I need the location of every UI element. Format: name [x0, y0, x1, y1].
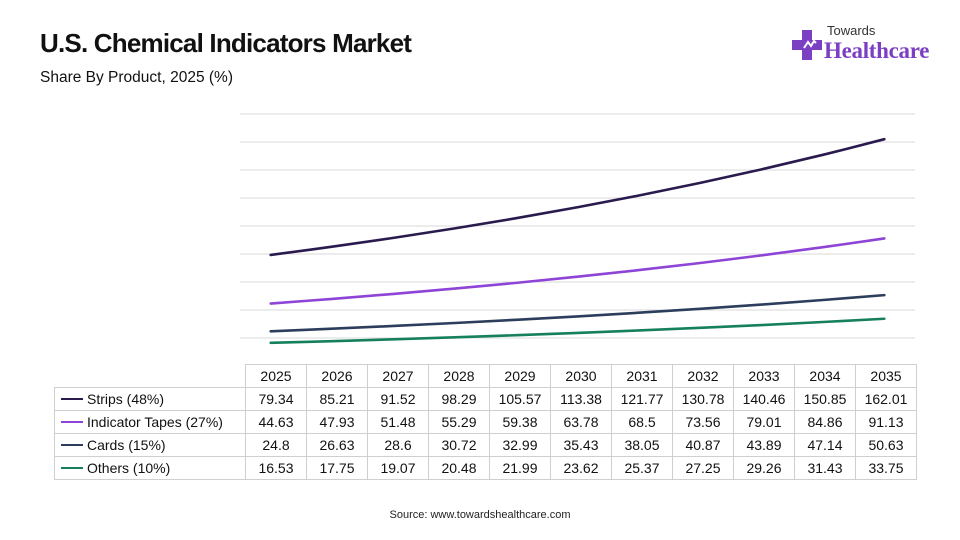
x-tick-label: 2027 [367, 364, 429, 388]
data-label: 68.5 [611, 410, 673, 434]
x-tick-label: 2031 [611, 364, 673, 388]
data-label: 47.14 [794, 433, 856, 457]
data-label: 26.63 [306, 433, 368, 457]
data-label: 130.78 [672, 387, 734, 411]
data-label: 47.93 [306, 410, 368, 434]
medical-cross-icon [792, 30, 822, 60]
x-tick-label: 2029 [489, 364, 551, 388]
table-corner [55, 365, 246, 388]
logo-line2: Healthcare [824, 38, 930, 63]
series-line-2 [269, 293, 886, 333]
data-label: 28.6 [367, 433, 429, 457]
data-table: 2025 2026 2027 2028 2029 2030 2031 2032 2033 2034… [54, 364, 917, 480]
data-label: 24.8 [245, 433, 307, 457]
data-label: 91.52 [367, 387, 429, 411]
legend-entry: Indicator Tapes (27%) [54, 410, 246, 434]
data-label: 140.46 [733, 387, 795, 411]
data-label: 79.01 [733, 410, 795, 434]
data-label: 150.85 [794, 387, 856, 411]
legend-entry: Others (10%) [54, 456, 246, 480]
table-row: Indicator Tapes (27%) 44.63 47.93 51.48 55.2… [54, 410, 917, 434]
legend-swatch [61, 444, 83, 447]
data-label: 98.29 [428, 387, 490, 411]
data-label: 84.86 [794, 410, 856, 434]
data-label: 35.43 [550, 433, 612, 457]
chart-gridlines [240, 113, 915, 339]
series-line-0 [269, 137, 886, 257]
x-tick-label: 2035 [855, 364, 917, 388]
data-label: 27.25 [672, 456, 734, 480]
logo-line1: Towards [827, 23, 876, 38]
legend-entry: Cards (15%) [54, 433, 246, 457]
data-label: 51.48 [367, 410, 429, 434]
data-label: 121.77 [611, 387, 673, 411]
data-label: 55.29 [428, 410, 490, 434]
legend-label: Cards (15%) [87, 437, 166, 453]
page-subtitle: Share By Product, 2025 (%) [40, 69, 233, 86]
data-label: 59.38 [489, 410, 551, 434]
legend-swatch [61, 421, 83, 424]
data-label: 38.05 [611, 433, 673, 457]
data-label: 43.89 [733, 433, 795, 457]
data-label: 79.34 [245, 387, 307, 411]
x-tick-label: 2034 [794, 364, 856, 388]
data-label: 19.07 [367, 456, 429, 480]
legend-label: Others (10%) [87, 460, 171, 476]
x-tick-label: 2032 [672, 364, 734, 388]
table-row: Strips (48%) 79.34 85.21 91.52 98.29 105.57 11… [54, 387, 917, 411]
table-row: Others (10%) 16.53 17.75 19.07 20.48 21.99 23.… [54, 456, 917, 480]
x-tick-label: 2028 [428, 364, 490, 388]
data-label: 162.01 [855, 387, 917, 411]
data-label: 21.99 [489, 456, 551, 480]
data-label: 40.87 [672, 433, 734, 457]
data-label: 113.38 [550, 387, 612, 411]
data-label: 44.63 [245, 410, 307, 434]
line-chart [240, 113, 915, 345]
x-tick-label: 2025 [245, 364, 307, 388]
data-label: 29.26 [733, 456, 795, 480]
data-label: 20.48 [428, 456, 490, 480]
table-row: Cards (15%) 24.8 26.63 28.6 30.72 32.99 35.43 3… [54, 433, 917, 457]
data-label: 25.37 [611, 456, 673, 480]
x-tick-label: 2026 [306, 364, 368, 388]
data-label: 50.63 [855, 433, 917, 457]
data-label: 73.56 [672, 410, 734, 434]
data-label: 105.57 [489, 387, 551, 411]
data-label: 33.75 [855, 456, 917, 480]
data-label: 16.53 [245, 456, 307, 480]
legend-label: Strips (48%) [87, 391, 165, 407]
series-line-1 [269, 237, 886, 305]
legend-label: Indicator Tapes (27%) [87, 414, 223, 430]
legend-swatch [61, 467, 83, 470]
data-label: 23.62 [550, 456, 612, 480]
x-tick-label: 2033 [733, 364, 795, 388]
legend-entry: Strips (48%) [54, 387, 246, 411]
data-label: 63.78 [550, 410, 612, 434]
source-note: Source: www.towardshealthcare.com [389, 509, 571, 521]
series-line-3 [269, 317, 886, 345]
legend-swatch [61, 398, 83, 401]
data-label: 17.75 [306, 456, 368, 480]
brand-logo: Towards Healthcare [790, 22, 940, 70]
data-label: 91.13 [855, 410, 917, 434]
data-label: 30.72 [428, 433, 490, 457]
data-label: 85.21 [306, 387, 368, 411]
chart-series-lines [269, 137, 886, 345]
page-title: U.S. Chemical Indicators Market [40, 28, 412, 58]
x-tick-label: 2030 [550, 364, 612, 388]
data-label: 31.43 [794, 456, 856, 480]
data-label: 32.99 [489, 433, 551, 457]
